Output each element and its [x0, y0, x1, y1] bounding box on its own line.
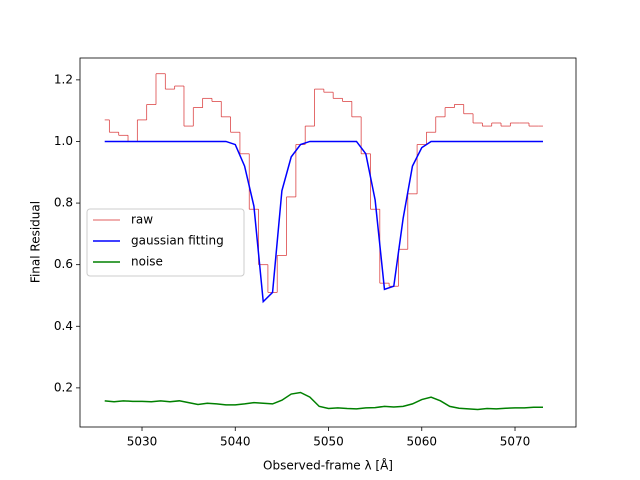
legend-label: raw: [131, 213, 153, 227]
y-tick-label: 1.2: [54, 72, 73, 86]
series-line: [104, 391, 543, 411]
y-tick-label: 0.6: [54, 257, 73, 271]
x-axis-label: Observed-frame λ [Å]: [263, 458, 393, 473]
x-tick-label: 5070: [500, 435, 531, 449]
legend: raw gaussian fitting noise: [86, 208, 245, 277]
y-tick-label: 0.4: [54, 319, 73, 333]
x-tick-label: 5060: [406, 435, 437, 449]
x-tick-label: 5030: [127, 435, 158, 449]
step-riser: [108, 73, 530, 293]
legend-label: gaussian fitting: [131, 234, 224, 248]
y-axis-label: Final Residual: [29, 201, 43, 283]
x-tick-label: 5050: [313, 435, 344, 449]
y-tick-label: 1.0: [54, 134, 73, 148]
y-tick-label: 0.8: [54, 196, 73, 210]
legend-box: [86, 208, 245, 277]
series-line: [104, 140, 543, 304]
plot-frame: [79, 57, 577, 428]
x-tick-label: 5040: [220, 435, 251, 449]
y-tick-label: 0.2: [54, 380, 73, 394]
legend-label: noise: [131, 255, 163, 269]
